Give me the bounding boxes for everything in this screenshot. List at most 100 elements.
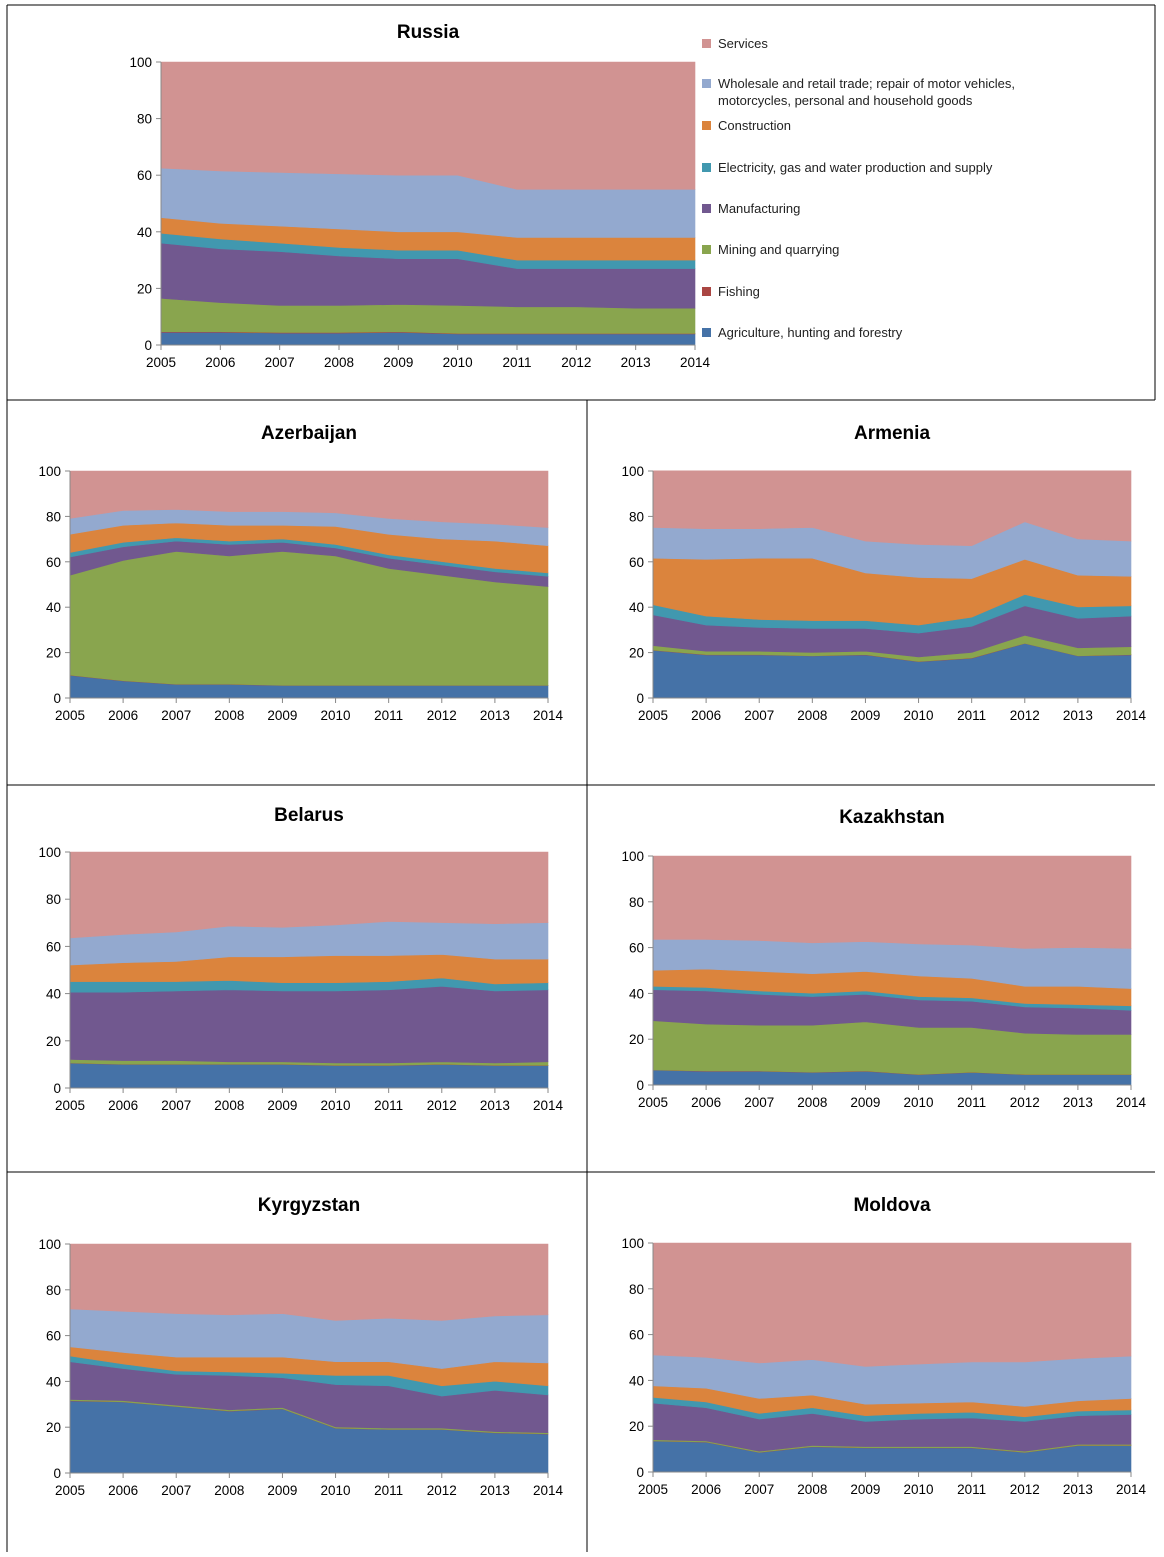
x-tick-label: 2009 (850, 1095, 880, 1110)
legend-swatch (702, 204, 711, 213)
x-tick-label: 2012 (427, 1098, 457, 1113)
x-tick-label: 2013 (480, 708, 510, 723)
x-tick-label: 2006 (691, 708, 721, 723)
x-tick-label: 2013 (1063, 708, 1093, 723)
legend-label: Manufacturing (718, 201, 801, 216)
y-tick-label: 20 (46, 646, 61, 661)
x-tick-label: 2010 (321, 1483, 351, 1498)
chart-title: Armenia (854, 423, 930, 444)
x-tick-label: 2011 (374, 1483, 403, 1498)
x-tick-label: 2010 (904, 708, 934, 723)
x-tick-label: 2012 (427, 1483, 457, 1498)
area-manufacturing (69, 985, 549, 1064)
x-tick-label: 2014 (533, 708, 564, 723)
chart-title: Kyrgyzstan (258, 1195, 360, 1216)
x-tick-label: 2008 (797, 1095, 827, 1110)
y-tick-label: 100 (38, 1237, 61, 1252)
legend-label: Services (718, 36, 768, 51)
x-tick-label: 2008 (797, 1482, 827, 1497)
legend-item-construction: Construction (702, 117, 791, 134)
area-services (652, 1242, 1132, 1367)
chart-russia: Russia 0 20 40 60 80 100 2005 2006 2007 2008 2009 20… (129, 22, 710, 370)
legend-item-manufacturing: Manufacturing (702, 200, 800, 217)
x-tick-label: 2011 (502, 355, 531, 370)
x-tick-label: 2009 (267, 708, 297, 723)
chart-title: Belarus (274, 805, 344, 826)
x-tick-label: 2005 (638, 1095, 668, 1110)
x-tick-label: 2008 (214, 1098, 244, 1113)
y-tick-label: 20 (46, 1034, 61, 1049)
x-tick-label: 2013 (1063, 1095, 1093, 1110)
legend-item-services: Services (702, 35, 768, 52)
x-tick-label: 2007 (744, 1482, 774, 1497)
y-tick-label: 100 (621, 849, 644, 864)
y-tick-label: 40 (137, 225, 152, 240)
x-tick-label: 2007 (161, 708, 191, 723)
y-tick-label: 40 (46, 1374, 61, 1389)
x-tick-label: 2007 (161, 1098, 191, 1113)
x-tick-label: 2005 (55, 708, 85, 723)
x-tick-label: 2007 (744, 708, 774, 723)
x-tick-label: 2014 (1116, 1482, 1147, 1497)
x-tick-label: 2006 (691, 1095, 721, 1110)
x-tick-label: 2011 (957, 708, 986, 723)
x-tick-label: 2006 (108, 708, 138, 723)
chart-belarus: Belarus 0 20 40 60 80 100 2005 2006 2007 2008 2009 2… (38, 805, 563, 1113)
y-tick-label: 80 (629, 1282, 644, 1297)
x-tick-label: 2014 (533, 1483, 564, 1498)
y-tick-label: 60 (46, 939, 61, 954)
chart-kazakhstan: Kazakhstan 0 20 40 60 80 100 2005 2006 2007 2008 20… (621, 807, 1146, 1110)
x-tick-label: 2009 (267, 1098, 297, 1113)
x-tick-label: 2005 (638, 708, 668, 723)
legend-swatch (702, 39, 711, 48)
legend-label: Construction (718, 118, 791, 133)
x-tick-label: 2005 (55, 1483, 85, 1498)
legend-swatch (702, 287, 711, 296)
x-tick-label: 2014 (1116, 1095, 1147, 1110)
x-tick-label: 2013 (480, 1098, 510, 1113)
y-tick-label: 80 (46, 509, 61, 524)
area-agriculture (69, 1062, 549, 1089)
x-tick-label: 2009 (267, 1483, 297, 1498)
x-tick-label: 2012 (1010, 708, 1040, 723)
legend-swatch (702, 328, 711, 337)
y-tick-label: 0 (53, 1081, 61, 1096)
x-tick-label: 2014 (533, 1098, 564, 1113)
legend-label: Electricity, gas and water production an… (718, 160, 993, 175)
x-tick-label: 2007 (265, 355, 295, 370)
x-tick-label: 2007 (161, 1483, 191, 1498)
x-tick-label: 2010 (904, 1482, 934, 1497)
x-tick-label: 2007 (744, 1095, 774, 1110)
chart-title: Kazakhstan (839, 807, 945, 828)
y-tick-label: 40 (629, 600, 644, 615)
legend-label: Mining and quarrying (718, 242, 840, 257)
y-tick-label: 40 (46, 600, 61, 615)
y-tick-label: 20 (629, 1032, 644, 1047)
area-services (69, 470, 549, 528)
y-tick-label: 20 (46, 1420, 61, 1435)
y-tick-label: 60 (629, 555, 644, 570)
chart-moldova: Moldova 0 20 40 60 80 100 2005 2006 2007 2008 2009 2… (621, 1195, 1146, 1497)
legend-swatch (702, 79, 711, 88)
y-tick-label: 20 (629, 646, 644, 661)
x-tick-label: 2009 (850, 708, 880, 723)
area-services (69, 851, 549, 939)
chart-title: Azerbaijan (261, 423, 357, 444)
y-tick-label: 0 (636, 1078, 644, 1093)
x-tick-label: 2006 (691, 1482, 721, 1497)
y-tick-label: 60 (629, 941, 644, 956)
area-services (160, 61, 696, 190)
y-tick-label: 80 (46, 892, 61, 907)
x-tick-label: 2009 (850, 1482, 880, 1497)
legend-label: Fishing (718, 284, 760, 299)
x-tick-label: 2012 (1010, 1482, 1040, 1497)
x-tick-label: 2011 (957, 1095, 986, 1110)
x-tick-label: 2014 (1116, 708, 1147, 723)
legend-item-electricity: Electricity, gas and water production an… (702, 159, 992, 176)
x-tick-label: 2013 (1063, 1482, 1093, 1497)
x-tick-label: 2006 (108, 1098, 138, 1113)
x-tick-label: 2006 (205, 355, 235, 370)
y-tick-label: 80 (46, 1283, 61, 1298)
x-tick-label: 2011 (374, 1098, 403, 1113)
